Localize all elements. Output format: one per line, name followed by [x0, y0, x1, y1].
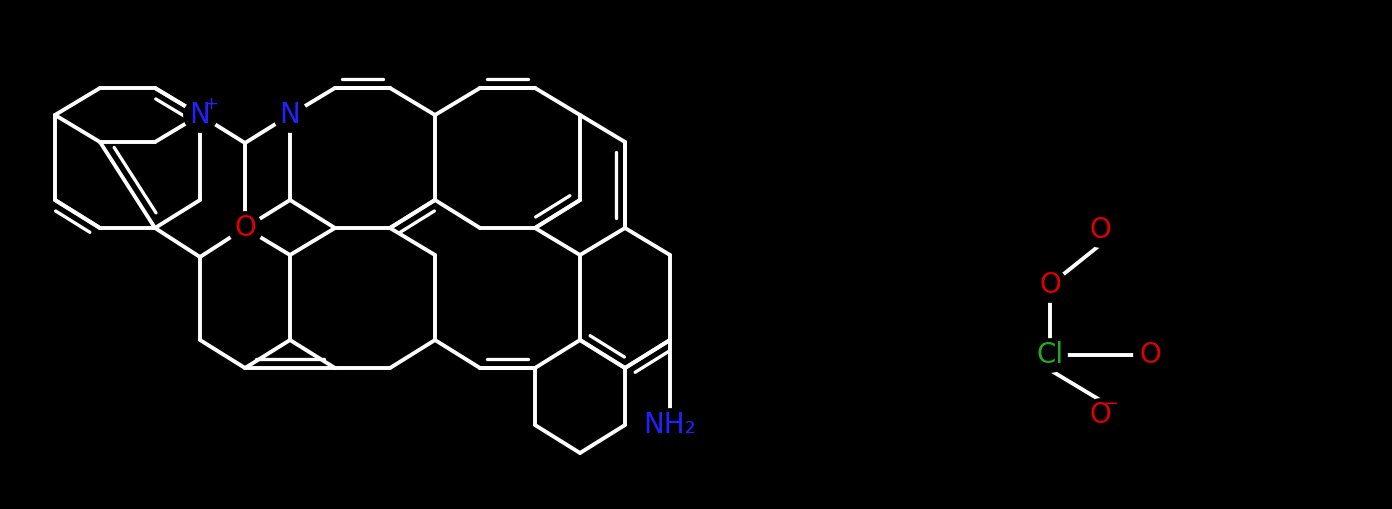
- Text: N: N: [280, 101, 301, 129]
- Text: O: O: [1038, 271, 1061, 299]
- Text: O: O: [1089, 216, 1111, 244]
- Text: Cl: Cl: [1037, 341, 1063, 369]
- Text: +: +: [203, 95, 219, 113]
- Text: NH₂: NH₂: [643, 411, 696, 439]
- Text: O: O: [1139, 341, 1161, 369]
- Text: −: −: [1104, 395, 1119, 413]
- Text: O: O: [234, 214, 256, 242]
- Text: N: N: [189, 101, 210, 129]
- Text: O: O: [1089, 401, 1111, 429]
